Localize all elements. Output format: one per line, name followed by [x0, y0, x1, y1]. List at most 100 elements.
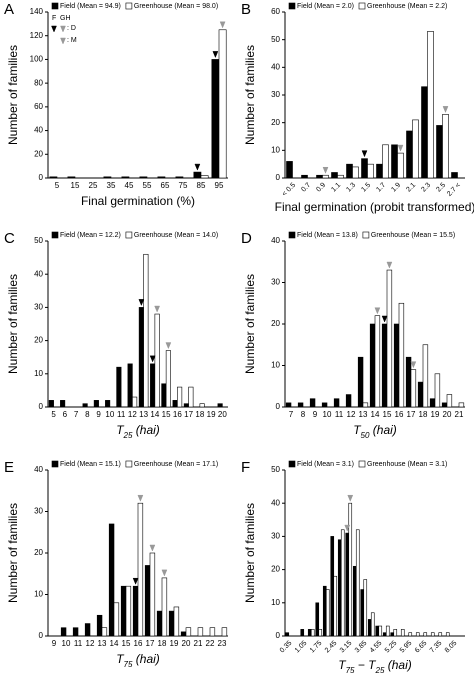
x-axis-label-part: (hai) — [384, 658, 411, 672]
bar — [346, 163, 353, 179]
bar — [434, 373, 441, 408]
x-tick-label: 11 — [117, 410, 126, 419]
x-tick-label: < 0.5 — [281, 182, 297, 198]
bar — [406, 130, 413, 179]
bar — [315, 602, 320, 637]
y-tick-label: 120 — [30, 31, 44, 40]
x-tick-label: 5 — [51, 410, 56, 419]
bar — [355, 529, 360, 637]
bar — [361, 158, 368, 179]
bar — [82, 403, 88, 408]
panel-label: F — [241, 459, 250, 476]
x-tick-label: 13 — [139, 410, 148, 419]
panel-label: C — [4, 230, 15, 247]
x-axis-label: Final germination (%) — [81, 194, 195, 208]
x-tick-label: 1.7 — [375, 182, 387, 194]
bar — [157, 176, 166, 179]
bar — [103, 176, 112, 179]
y-tick-label: 60 — [271, 7, 280, 16]
x-tick-label: 16 — [134, 639, 143, 648]
bar — [197, 627, 204, 637]
x-tick-label: 18 — [419, 410, 428, 419]
bar — [221, 627, 228, 637]
legend-arrow — [51, 25, 57, 33]
bar — [415, 632, 420, 637]
legend-swatch — [51, 2, 59, 10]
bar — [345, 532, 350, 637]
bar — [369, 323, 376, 408]
x-tick-label: 0.35 — [279, 640, 294, 655]
x-tick-label: 17 — [146, 639, 155, 648]
legend-swatch — [358, 460, 366, 468]
y-tick-label: 10 — [34, 590, 43, 599]
y-tick-label: 40 — [271, 62, 280, 71]
x-axis-label-part: Final germination (%) — [81, 194, 195, 208]
x-tick-label: 1.9 — [390, 182, 402, 194]
x-tick-label: 35 — [107, 181, 116, 190]
bar — [72, 627, 79, 637]
x-tick-label: 85 — [197, 181, 206, 190]
y-axis-label: Number of families — [6, 45, 20, 145]
bar — [412, 119, 419, 179]
bar — [316, 174, 323, 179]
legend-label: Greenhouse (Mean = 14.0) — [134, 232, 218, 239]
bar — [300, 629, 305, 637]
bar — [374, 315, 381, 408]
x-tick-label: 12 — [347, 410, 356, 419]
bar — [408, 632, 413, 637]
bar — [337, 539, 342, 637]
bar — [175, 176, 184, 179]
x-tick-label: 1.75 — [309, 640, 324, 655]
bar — [297, 402, 304, 408]
legend-label: Greenhouse (Mean = 3.1) — [367, 461, 447, 468]
y-tick-label: 50 — [34, 236, 43, 245]
legend-label: Field (Mean = 94.9) — [60, 3, 121, 10]
bar — [132, 585, 139, 637]
mean-arrow — [132, 577, 139, 585]
bar — [60, 627, 67, 637]
bar — [318, 629, 323, 637]
x-tick-label: 23 — [218, 639, 227, 648]
x-axis-label-part: (hai) — [369, 423, 396, 437]
mean-arrow — [137, 494, 144, 502]
bar — [410, 369, 417, 408]
bar — [84, 623, 91, 637]
legend-swatch — [358, 2, 366, 10]
bar — [185, 627, 192, 637]
legend-label: Greenhouse (Mean = 15.5) — [371, 232, 455, 239]
x-tick-label: 8.05 — [444, 640, 459, 655]
x-tick-label: 7.35 — [429, 640, 444, 655]
bar — [378, 625, 383, 637]
bar — [49, 176, 58, 179]
y-tick-label: 60 — [34, 102, 43, 111]
bar — [427, 31, 434, 179]
x-tick-label: 3.85 — [354, 640, 369, 655]
mean-arrow — [161, 569, 168, 577]
bar — [385, 625, 390, 637]
y-tick-label: 0 — [276, 631, 281, 640]
y-tick-label: 0 — [276, 173, 281, 182]
panel-label: E — [4, 459, 14, 476]
x-tick-label: 2.3 — [420, 182, 432, 194]
x-tick-label: 75 — [179, 181, 188, 190]
x-axis-label-part: − — [354, 658, 368, 672]
arrow-legend-label: F — [52, 15, 56, 22]
mean-arrow — [361, 150, 368, 158]
y-tick-label: 50 — [271, 35, 280, 44]
bar — [362, 402, 369, 408]
bar — [108, 523, 115, 637]
bar — [393, 629, 398, 637]
x-tick-label: 15 — [383, 410, 392, 419]
bar — [116, 366, 122, 408]
y-tick-label: 0 — [39, 631, 44, 640]
bar — [340, 529, 345, 637]
bar — [149, 552, 156, 637]
bar — [370, 612, 375, 637]
mean-arrow — [219, 21, 226, 29]
bar — [441, 402, 448, 408]
panel-label: B — [241, 1, 251, 18]
x-axis-label: Final germination (probit transformed) — [275, 200, 474, 214]
y-tick-label: 30 — [271, 90, 280, 99]
bar — [217, 403, 223, 408]
x-tick-label: 16 — [395, 410, 404, 419]
